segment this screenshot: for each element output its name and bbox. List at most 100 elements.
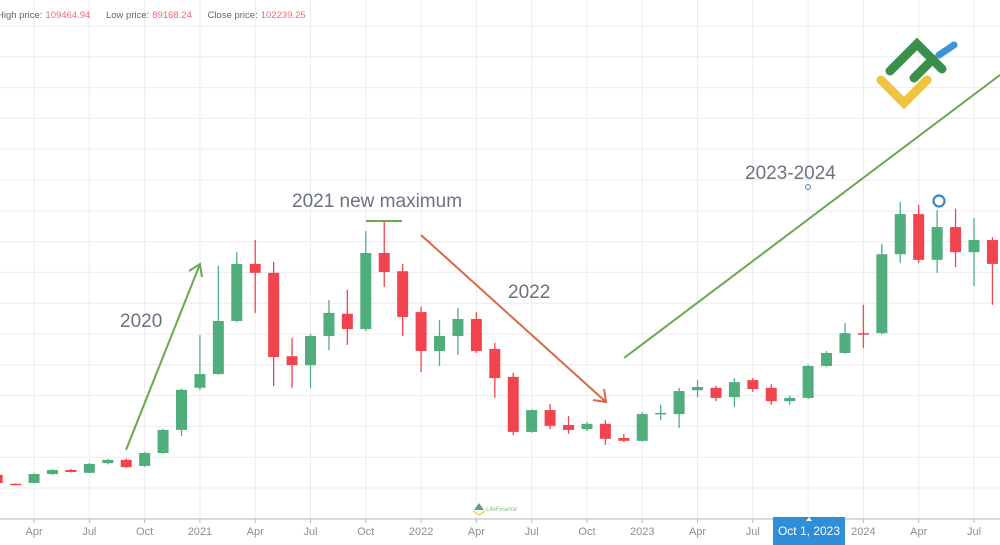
candle-2022-08[interactable] (544, 403, 556, 430)
candle-2023-04[interactable] (692, 380, 704, 398)
trend-line-up-2023-2024 (623, 74, 1000, 359)
candle-2022-09[interactable] (563, 416, 575, 434)
candle-body (249, 263, 261, 273)
annotation-label-2023-2024: 2023-2024 (745, 163, 836, 184)
x-axis-ticks: Apr Jul Oct 2021 Apr Jul Oct 2022 Apr Jul Oct 2023 A… (25, 519, 981, 538)
candle-2022-04[interactable] (470, 312, 482, 353)
candle-body (507, 376, 519, 432)
candle-2021-10[interactable] (360, 231, 372, 332)
candle-body (968, 240, 980, 253)
candle-body (655, 412, 667, 415)
candle-body (544, 410, 556, 426)
candle-body (194, 374, 206, 388)
candle-2020-05[interactable] (46, 469, 58, 475)
candle-body (913, 214, 925, 260)
candle-2024-03[interactable] (894, 201, 906, 264)
candle-2024-01[interactable] (857, 304, 869, 349)
candle-body (10, 483, 22, 486)
candle-body (0, 474, 3, 483)
annotation-label-2021: 2021 new maximum (292, 191, 462, 212)
candle-2021-03[interactable] (231, 252, 243, 323)
candle-2023-09[interactable] (784, 395, 796, 405)
candle-body (489, 348, 501, 379)
x-tick-label: Oct (357, 526, 374, 538)
candle-2021-01[interactable] (194, 335, 206, 390)
candle-2022-05[interactable] (489, 342, 501, 398)
candle-2023-01[interactable] (636, 412, 648, 442)
candle-body (268, 272, 280, 358)
candle-2022-01[interactable] (415, 306, 427, 373)
candle-body (747, 380, 759, 390)
candle-2020-09[interactable] (120, 458, 132, 468)
anchor-point-icon[interactable] (805, 184, 811, 190)
candle-2021-11[interactable] (378, 221, 390, 287)
candle-body (286, 356, 298, 366)
candle-2020-10[interactable] (139, 452, 151, 467)
candle-body (765, 387, 777, 402)
candle-body (618, 438, 630, 441)
candle-2024-02[interactable] (876, 244, 888, 335)
candle-body (784, 397, 796, 402)
candle-2023-12[interactable] (839, 323, 851, 354)
candle-body (599, 423, 611, 439)
candle-2020-08[interactable] (102, 459, 114, 465)
candle-2021-05[interactable] (268, 261, 280, 387)
candle-2020-06[interactable] (65, 468, 77, 473)
candle-2022-07[interactable] (526, 409, 538, 433)
candle-body (894, 214, 906, 255)
candle-2023-03[interactable] (673, 387, 685, 428)
candle-2023-06[interactable] (728, 378, 740, 407)
candle-2023-05[interactable] (710, 385, 722, 402)
candle-2023-02[interactable] (655, 404, 667, 421)
anchor-point-icon[interactable] (932, 194, 946, 208)
litefinance-logo (876, 37, 958, 110)
candle-2022-06[interactable] (507, 372, 519, 436)
candle-2020-03[interactable] (10, 483, 22, 486)
candle-2022-03[interactable] (452, 308, 464, 356)
annotation-2022: 2022 (420, 234, 608, 404)
candle-2021-08[interactable] (323, 299, 335, 351)
candle-2023-08[interactable] (765, 384, 777, 405)
annotation-2021: 2021 new maximum (292, 191, 462, 222)
candle-2024-07[interactable] (968, 218, 980, 287)
candle-2023-10[interactable] (802, 364, 814, 400)
candle-body (526, 410, 538, 432)
candle-2024-05[interactable] (931, 210, 943, 273)
candle-2020-02[interactable] (0, 473, 3, 485)
candle-body (821, 352, 833, 366)
candle-2021-06[interactable] (286, 338, 298, 388)
candle-2022-10[interactable] (581, 421, 593, 432)
x-tick-label: Jul (746, 526, 760, 538)
candle-body (986, 240, 998, 264)
candle-body (65, 469, 77, 473)
candle-2021-04[interactable] (249, 240, 261, 313)
arrow-head-icon (592, 388, 608, 404)
candle-2024-06[interactable] (950, 208, 962, 268)
candle-2021-09[interactable] (341, 289, 353, 345)
candle-2020-04[interactable] (28, 473, 40, 484)
candle-2024-04[interactable] (913, 204, 925, 264)
candle-2020-07[interactable] (83, 463, 95, 474)
candle-body (563, 425, 575, 430)
x-tick-label: Oct (578, 526, 595, 538)
arrow-head-icon (188, 262, 203, 278)
candle-body (157, 429, 169, 453)
candle-2022-11[interactable] (599, 420, 611, 445)
candle-2024-08[interactable] (986, 237, 998, 305)
candle-2022-02[interactable] (434, 320, 446, 366)
candle-2022-12[interactable] (618, 433, 630, 443)
candle-2020-12[interactable] (176, 388, 187, 436)
candle-2021-02[interactable] (212, 265, 224, 375)
candle-body (857, 333, 869, 335)
candle-2021-12[interactable] (397, 263, 409, 336)
crosshair-date: Oct 1, 2023 (778, 524, 840, 538)
x-tick-label: Jul (303, 526, 317, 538)
watermark-logo: LiteFinance (472, 503, 518, 516)
candle-2021-07[interactable] (305, 333, 317, 388)
candle-2023-07[interactable] (747, 378, 759, 392)
annotation-2020: 2020 (120, 262, 203, 451)
candle-2020-11[interactable] (157, 429, 169, 454)
x-tick-label: Jul (967, 526, 981, 538)
candle-2023-11[interactable] (821, 350, 833, 368)
